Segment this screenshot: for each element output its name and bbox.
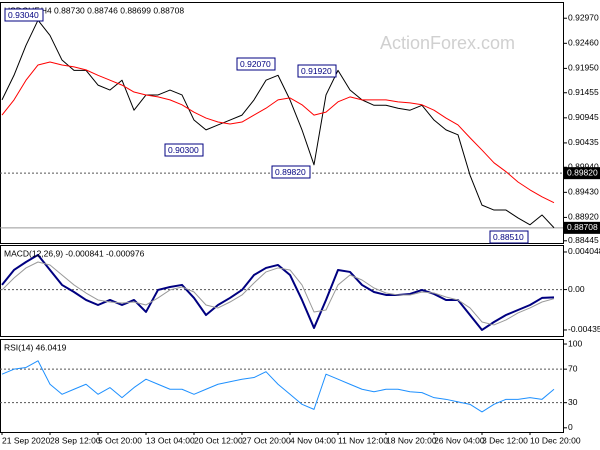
panel-title: MACD(12,26,9) -0.000841 -0.000976 <box>4 248 145 258</box>
y-tick-label: 0.88445 <box>568 235 599 245</box>
watermark: ActionForex.com <box>380 33 515 53</box>
annotation-box <box>164 143 204 157</box>
y-tick-label: 0.88920 <box>568 212 599 222</box>
x-tick-label: 10 Dec 20:00 <box>530 435 581 445</box>
y-tick-label: 0.92970 <box>568 12 599 22</box>
y-tick-label: 0 <box>568 422 573 432</box>
series-line <box>1 61 555 204</box>
panel-frame <box>0 245 564 337</box>
annotation: 0.90300 <box>168 145 199 155</box>
y-tick-label: 30 <box>568 397 578 407</box>
annotation-box <box>236 57 276 71</box>
panel-frame <box>0 339 564 433</box>
y-tick-label: 0.89940 <box>568 162 599 172</box>
x-tick-label: 21 Sep 2020 <box>2 435 50 445</box>
y-tick-label: 0.92460 <box>568 38 599 48</box>
x-tick-label: 13 Oct 04:00 <box>146 435 195 445</box>
series-line <box>1 261 555 326</box>
x-tick-label: 28 Sep 12:00 <box>50 435 101 445</box>
level-label: 0.88708 <box>567 222 598 232</box>
annotation-box <box>489 230 529 244</box>
panel-title: RSI(14) 46.0419 <box>4 342 67 352</box>
annotation-box <box>297 64 337 78</box>
panel-title: USDCHF,H4 0.88730 0.88746 0.88699 0.8870… <box>4 5 184 15</box>
level-label: 0.89820 <box>567 167 598 177</box>
x-tick-label: 18 Nov 20:00 <box>386 435 437 445</box>
annotation: 0.89820 <box>275 167 306 177</box>
annotation: 0.88510 <box>493 232 524 242</box>
y-tick-label: 70 <box>568 363 578 373</box>
y-tick-label: -0.004351 <box>568 324 600 334</box>
x-tick-label: 5 Oct 20:00 <box>98 435 142 445</box>
series-line <box>1 19 555 229</box>
annotation-box <box>4 8 44 22</box>
x-tick-label: 3 Dec 12:00 <box>482 435 528 445</box>
annotation: 0.91920 <box>301 66 332 76</box>
y-tick-label: 0.89430 <box>568 187 599 197</box>
x-tick-label: 20 Oct 12:00 <box>194 435 243 445</box>
y-tick-label: 100 <box>568 338 582 348</box>
y-tick-label: 0.004048 <box>568 246 600 256</box>
annotation: 0.92070 <box>240 59 271 69</box>
x-tick-label: 26 Nov 04:00 <box>434 435 485 445</box>
level-label-box <box>564 167 600 180</box>
series-line <box>1 253 555 331</box>
series-line <box>1 360 555 413</box>
y-tick-label: 0.91950 <box>568 63 599 73</box>
y-tick-label: 0.90435 <box>568 137 599 147</box>
x-tick-label: 4 Nov 04:00 <box>290 435 336 445</box>
level-label-box <box>564 221 600 234</box>
annotation-box <box>271 165 311 179</box>
y-tick-label: 0.91455 <box>568 87 599 97</box>
x-tick-label: 27 Oct 20:00 <box>242 435 291 445</box>
y-tick-label: 0.90945 <box>568 112 599 122</box>
y-tick-label: 0.00 <box>568 284 585 294</box>
x-tick-label: 11 Nov 12:00 <box>338 435 388 445</box>
panel-frame <box>0 2 564 244</box>
annotation: 0.93040 <box>8 10 39 20</box>
